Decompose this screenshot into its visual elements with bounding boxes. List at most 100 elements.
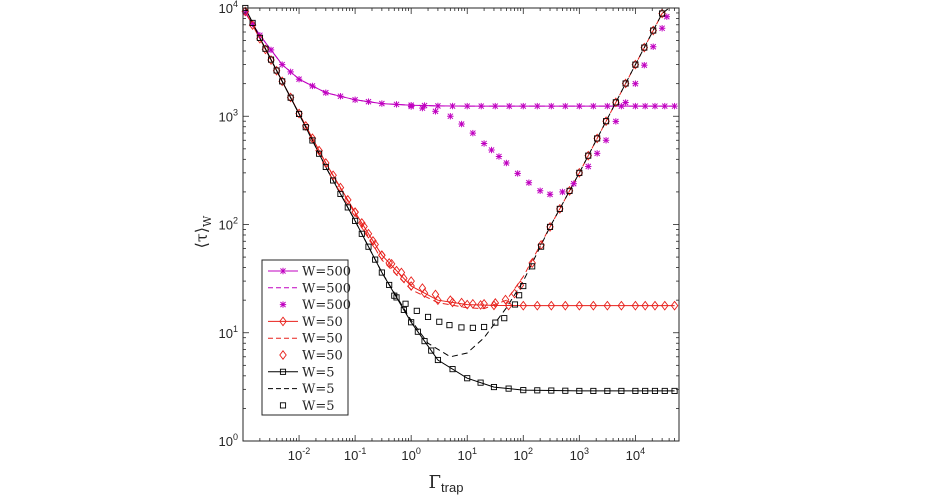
series-marker-6 bbox=[316, 150, 323, 157]
series-marker-0 bbox=[506, 102, 513, 110]
series-marker-6 bbox=[256, 34, 263, 41]
series-marker-5 bbox=[501, 294, 510, 305]
series-marker-0 bbox=[651, 102, 659, 110]
series-marker-8 bbox=[511, 301, 519, 308]
series-marker-3 bbox=[533, 300, 542, 311]
x-tick-labels: 10-2 10-1 100 101 102 103 104 bbox=[288, 446, 645, 463]
series-marker-0 bbox=[322, 89, 329, 96]
series-marker-2 bbox=[622, 99, 629, 106]
series-marker-5 bbox=[480, 298, 488, 309]
marker-layer bbox=[241, 4, 679, 394]
series-marker-2 bbox=[658, 25, 666, 32]
series-marker-6 bbox=[337, 190, 344, 197]
y-axis-label-main: ⟨τ⟩ bbox=[192, 227, 211, 248]
series-marker-0 bbox=[632, 102, 639, 110]
series-marker-6 bbox=[267, 56, 275, 63]
series-marker-5 bbox=[397, 267, 406, 278]
series-marker-5 bbox=[407, 276, 415, 287]
series-marker-3 bbox=[617, 300, 626, 311]
legend-item-1: W=500 bbox=[268, 281, 351, 296]
series-marker-3 bbox=[504, 300, 513, 311]
legend-label: W=500 bbox=[302, 265, 351, 280]
series-marker-0 bbox=[337, 93, 344, 100]
legend-marker-6 bbox=[279, 368, 287, 375]
series-marker-0 bbox=[365, 98, 372, 105]
series-marker-6 bbox=[505, 385, 512, 392]
series-marker-3 bbox=[272, 65, 281, 76]
x-tick-label: 103 bbox=[570, 446, 589, 463]
series-marker-3 bbox=[603, 300, 612, 311]
series-marker-5 bbox=[418, 283, 427, 294]
series-marker-5 bbox=[360, 221, 368, 232]
series-marker-6 bbox=[414, 328, 421, 335]
x-tick-label: 102 bbox=[514, 446, 533, 463]
legend-item-2: W=500 bbox=[279, 298, 351, 313]
series-marker-8 bbox=[594, 135, 601, 142]
legend-label: W=500 bbox=[302, 281, 351, 296]
y-tick-label: 100 bbox=[219, 432, 238, 449]
series-marker-5 bbox=[649, 25, 657, 36]
series-marker-5 bbox=[387, 258, 396, 269]
series-marker-8 bbox=[529, 263, 536, 270]
series-marker-3 bbox=[308, 133, 317, 144]
series-marker-8 bbox=[424, 313, 432, 320]
series-marker-6 bbox=[249, 19, 256, 26]
series-marker-5 bbox=[565, 185, 574, 196]
x-tick-label: 100 bbox=[401, 446, 420, 463]
series-marker-6 bbox=[400, 306, 407, 313]
y-tick-label: 103 bbox=[219, 107, 238, 124]
series-marker-0 bbox=[520, 102, 527, 110]
legend-item-6: W=5 bbox=[268, 365, 335, 380]
series-marker-2 bbox=[480, 140, 488, 147]
series-marker-2 bbox=[612, 118, 620, 125]
series-marker-3 bbox=[407, 281, 415, 291]
legend-item-5: W=50 bbox=[279, 349, 343, 364]
series-marker-0 bbox=[267, 46, 275, 54]
series-marker-6 bbox=[464, 375, 471, 382]
series-marker-6 bbox=[434, 356, 441, 364]
x-axis-label: Γtrap bbox=[429, 472, 464, 495]
series-marker-2 bbox=[419, 104, 426, 112]
series-marker-3 bbox=[463, 299, 471, 310]
series-marker-6 bbox=[604, 387, 611, 394]
y-axis-label-sub: W bbox=[201, 215, 214, 227]
series-marker-6 bbox=[352, 217, 359, 224]
series-marker-5 bbox=[631, 59, 640, 70]
series-marker-5 bbox=[491, 298, 500, 308]
series-marker-6 bbox=[477, 379, 484, 386]
series-marker-2 bbox=[503, 159, 510, 167]
y-tick-label: 104 bbox=[219, 0, 238, 16]
series-marker-6 bbox=[651, 387, 659, 394]
series-marker-8 bbox=[446, 322, 453, 329]
legend-item-4: W=50 bbox=[268, 332, 343, 347]
series-marker-6 bbox=[562, 387, 569, 394]
series-marker-0 bbox=[278, 61, 286, 68]
x-axis-label-sub: trap bbox=[441, 480, 463, 495]
series-marker-6 bbox=[279, 78, 286, 85]
legend-marker-5 bbox=[279, 350, 287, 360]
series-marker-0 bbox=[492, 102, 499, 110]
series-marker-8 bbox=[492, 319, 499, 326]
series-marker-6 bbox=[365, 243, 372, 250]
series-marker-6 bbox=[302, 124, 309, 131]
series-marker-8 bbox=[546, 223, 554, 230]
legend-label: W=50 bbox=[302, 315, 343, 330]
series-marker-3 bbox=[278, 76, 286, 87]
series-marker-8 bbox=[632, 61, 639, 68]
legend-marker-2 bbox=[279, 301, 287, 308]
series-marker-6 bbox=[372, 256, 379, 263]
series-marker-8 bbox=[402, 300, 409, 307]
series-marker-6 bbox=[378, 269, 385, 276]
y-tick-label: 102 bbox=[219, 216, 238, 233]
y-tick-labels: 100 101 102 103 104 bbox=[219, 0, 238, 449]
series-marker-0 bbox=[671, 102, 678, 110]
series-marker-2 bbox=[602, 137, 610, 144]
series-marker-5 bbox=[528, 258, 536, 268]
series-marker-8 bbox=[576, 169, 583, 176]
legend-label: W=50 bbox=[302, 332, 343, 347]
legend-marker-0 bbox=[279, 267, 287, 275]
series-marker-6 bbox=[330, 177, 337, 184]
series-marker-2 bbox=[432, 108, 439, 115]
series-marker-8 bbox=[458, 324, 465, 331]
series-marker-5 bbox=[593, 133, 601, 144]
